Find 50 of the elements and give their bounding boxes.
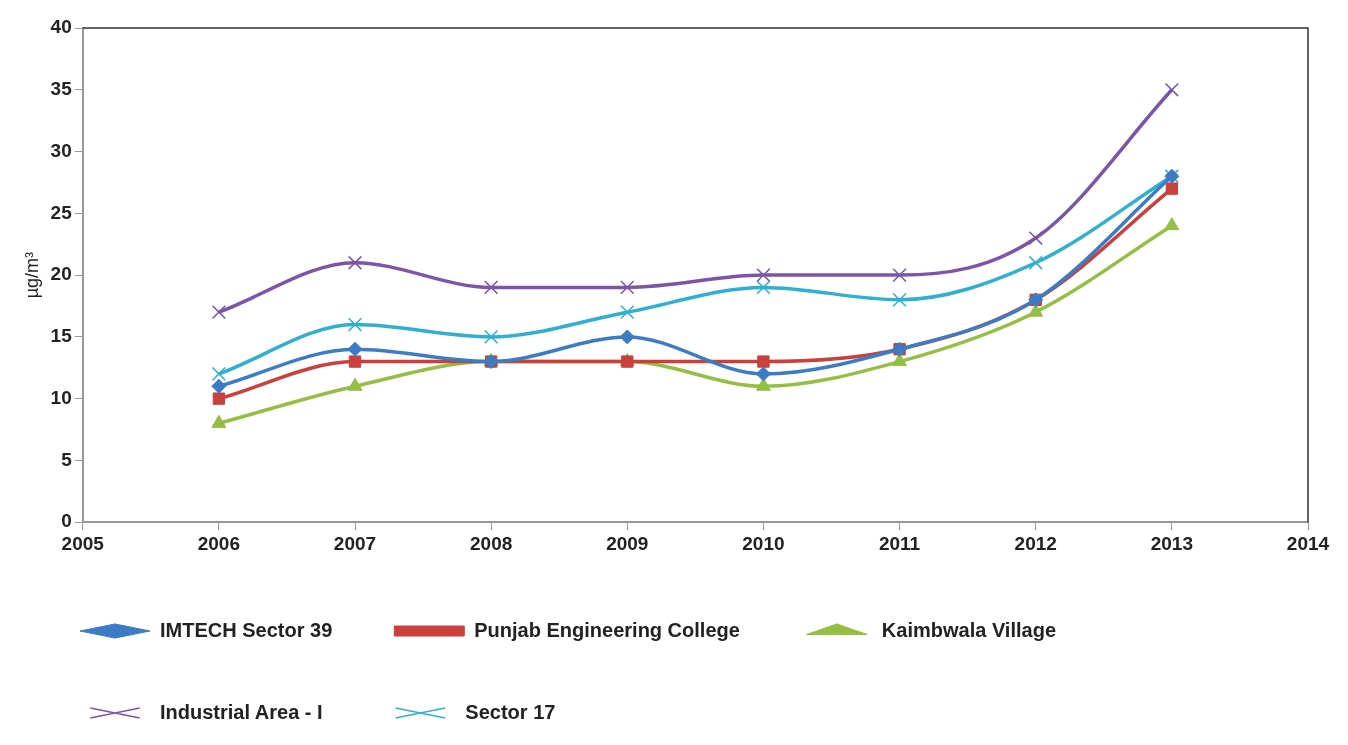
y-tick-label: 10 (50, 386, 72, 408)
x-tick-label: 2007 (333, 532, 377, 554)
legend-label: Punjab Engineering College (474, 618, 740, 641)
point (619, 329, 635, 345)
y-tick-label: 15 (50, 325, 73, 347)
point (484, 329, 499, 344)
x-tick-label: 2008 (470, 532, 513, 554)
point (484, 280, 499, 295)
x-tick-label: 2013 (1150, 532, 1193, 554)
point (756, 267, 771, 283)
point (211, 366, 226, 382)
point (892, 267, 907, 283)
y-tick-label: 25 (50, 201, 73, 223)
y-tick-label: 0 (61, 510, 72, 532)
point (892, 292, 907, 307)
y-tick-label: 35 (50, 78, 73, 100)
point (347, 341, 363, 357)
y-tick-label: 40 (50, 16, 72, 38)
point (211, 305, 226, 320)
point (211, 378, 227, 394)
legend-label: Industrial Area - I (160, 700, 323, 723)
y-axis-title: µg/m³ (21, 251, 42, 299)
point (1028, 255, 1043, 270)
point (212, 392, 226, 405)
y-tick-label: 30 (50, 139, 72, 161)
point (755, 366, 771, 382)
x-tick-label: 2009 (606, 532, 649, 554)
legend-label: Kaimbwala Village (881, 618, 1057, 641)
y-tick-label: 20 (50, 263, 72, 285)
point (348, 355, 362, 368)
legend-label: Sector 17 (465, 700, 556, 723)
point (757, 355, 770, 368)
point (756, 280, 771, 295)
point (620, 280, 635, 295)
x-tick-label: 2005 (61, 532, 105, 554)
point (892, 353, 908, 367)
x-tick-label: 2011 (878, 532, 921, 554)
point (1028, 230, 1043, 246)
point (347, 255, 363, 270)
point (1164, 217, 1180, 231)
point (1165, 182, 1179, 195)
point (1164, 82, 1179, 97)
point (620, 305, 635, 320)
x-tick-label: 2006 (197, 532, 241, 554)
legend-label: IMTECH Sector 39 (160, 618, 333, 641)
x-tick-label: 2014 (1286, 532, 1330, 554)
x-tick-label: 2010 (742, 532, 785, 554)
point (347, 317, 363, 332)
x-tick-label: 2012 (1014, 532, 1057, 554)
y-tick-label: 5 (61, 448, 73, 470)
